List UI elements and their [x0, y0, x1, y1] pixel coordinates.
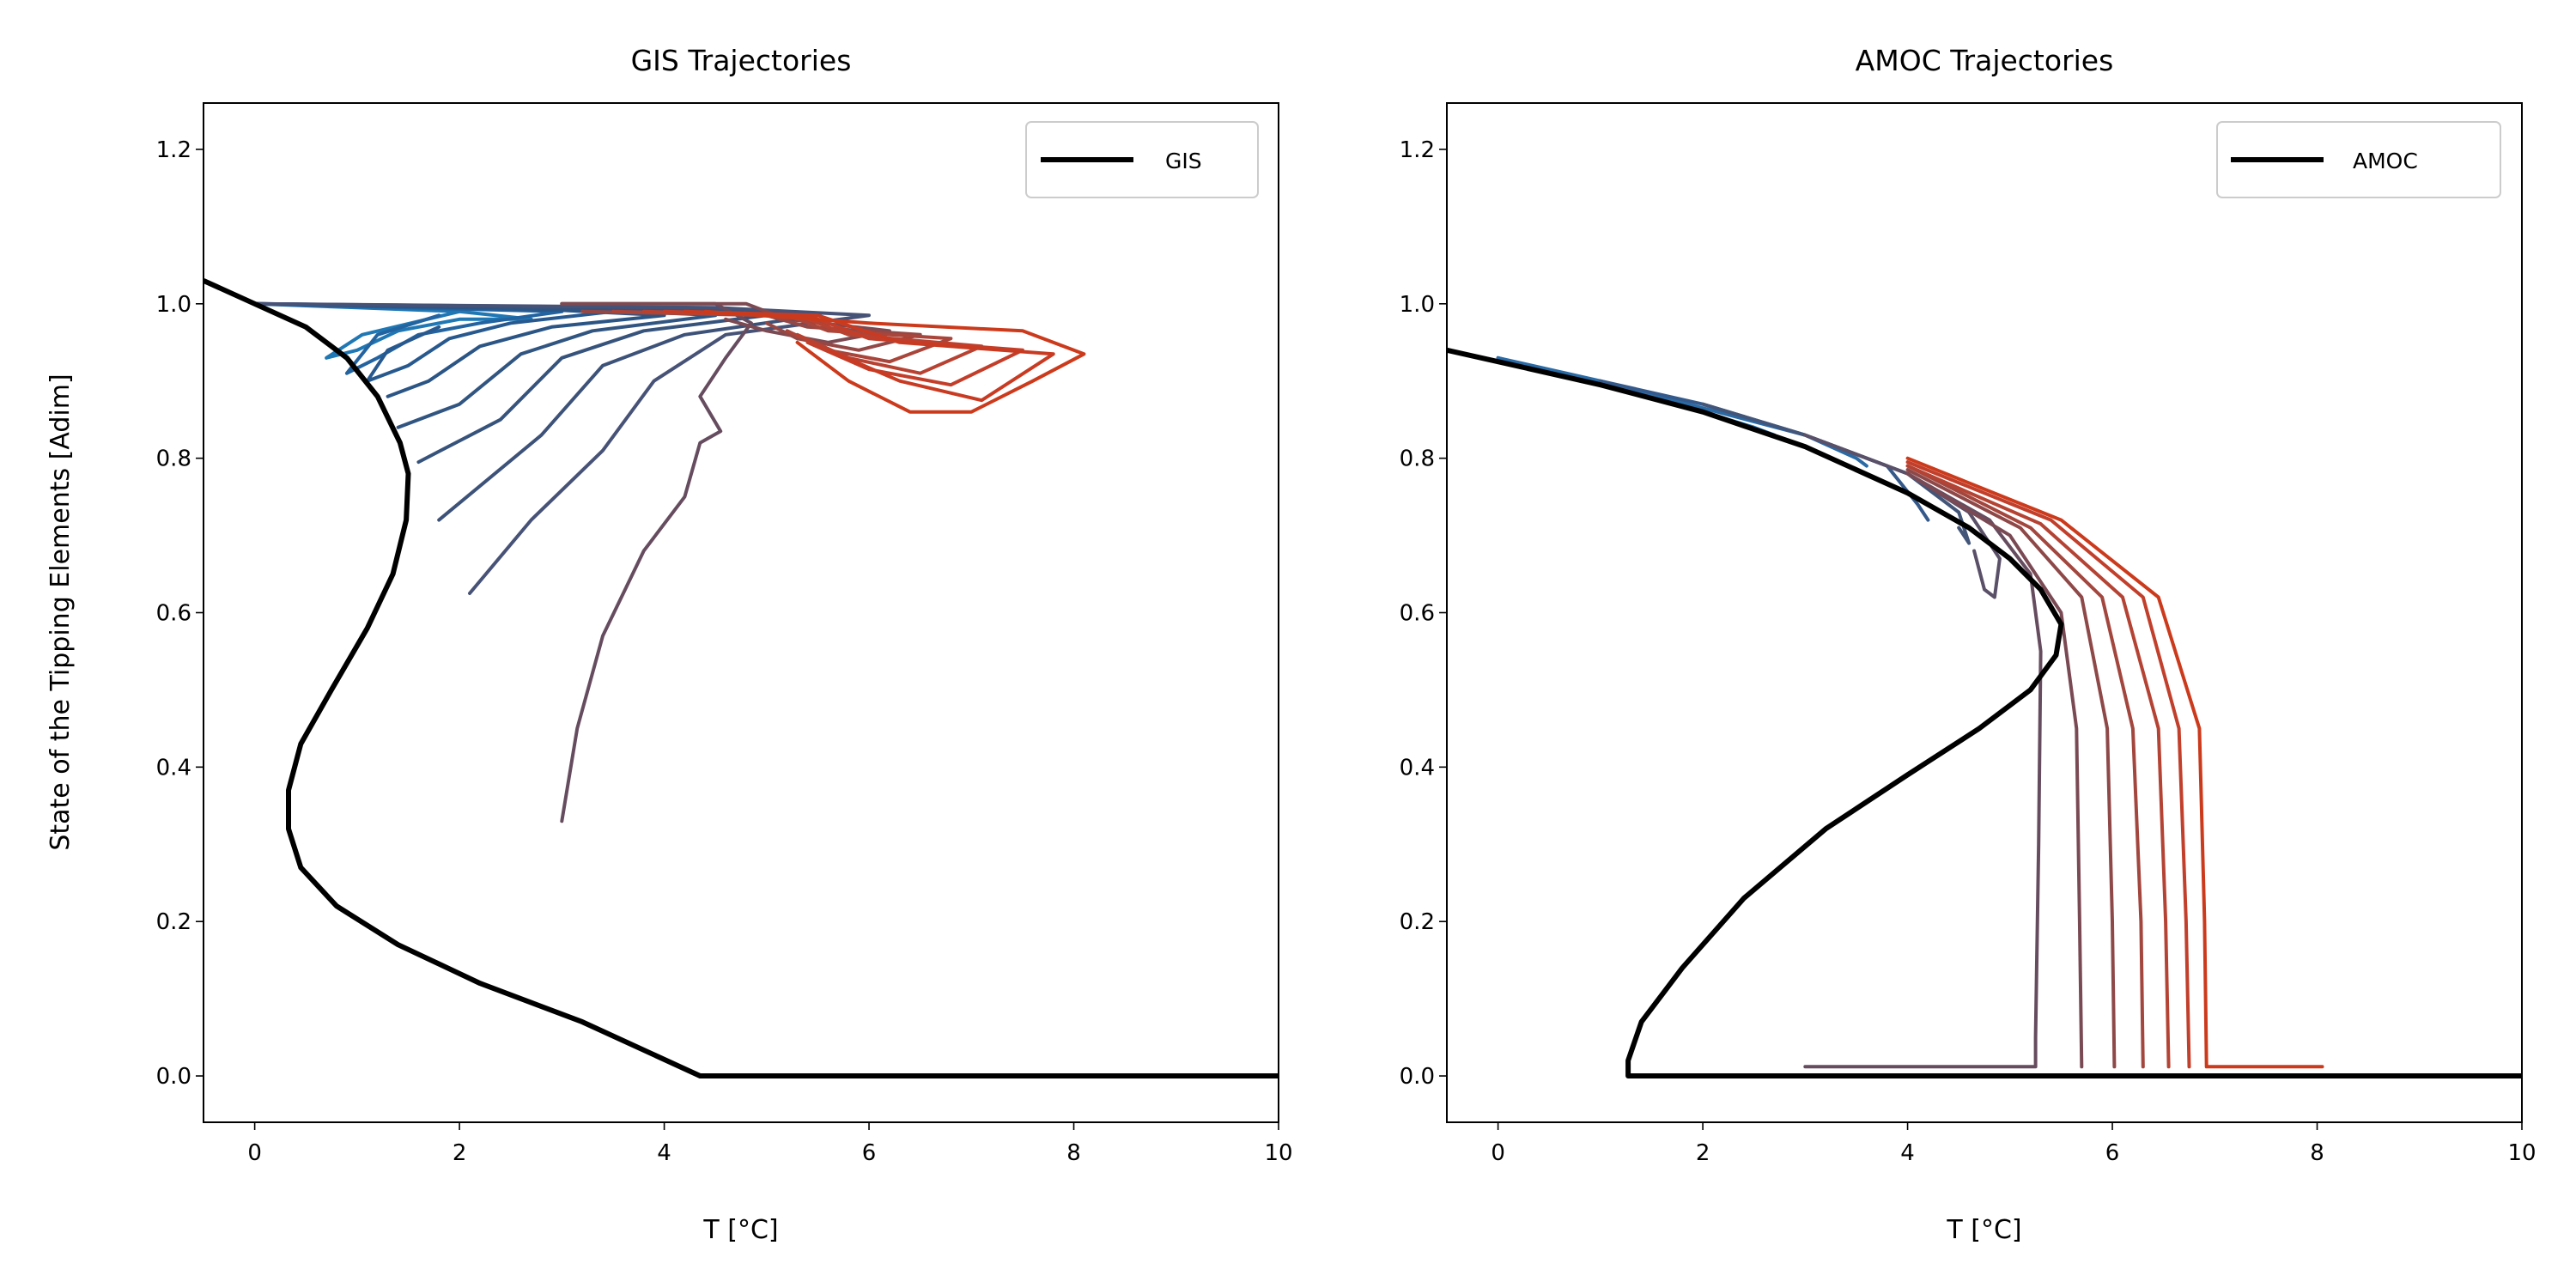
- y-tick-label: 0.6: [156, 601, 191, 627]
- gis-trajectory-line: [252, 301, 533, 360]
- x-tick-label: 8: [1066, 1140, 1081, 1166]
- gis-panel-title: GIS Trajectories: [631, 44, 852, 77]
- amoc-equilibrium-curve: [1447, 347, 2522, 1078]
- y-tick-label: 0.8: [156, 447, 191, 472]
- amoc-axes-frame: [1446, 102, 2523, 1123]
- gis-trajectory-line: [252, 301, 769, 465]
- x-tick-label: 4: [657, 1140, 671, 1166]
- amoc-trajectory-line: [1905, 464, 2145, 1069]
- amoc-trajectory-line: [1598, 379, 1930, 522]
- y-tick-label: 1.0: [156, 292, 191, 318]
- gis-legend-label: GIS: [1165, 149, 1202, 173]
- gis-trajectory-line: [252, 301, 820, 522]
- x-tick-label: 4: [1900, 1140, 1915, 1166]
- gis-trajectory-line: [252, 301, 564, 375]
- x-tick-label: 0: [247, 1140, 262, 1166]
- gis-trajectory-line: [560, 301, 753, 823]
- amoc-legend: AMOC: [2216, 121, 2501, 198]
- amoc-trajectory-line: [1905, 464, 2171, 1069]
- y-tick-label: 1.2: [1400, 137, 1435, 163]
- amoc-trajectory-line: [1905, 460, 2191, 1069]
- x-tick-label: 2: [1696, 1140, 1710, 1166]
- gis-legend-box: [1025, 121, 1259, 198]
- gis-trajectory-line: [560, 301, 891, 344]
- gis-trajectory-line: [703, 309, 1086, 414]
- x-tick-label: 6: [862, 1140, 877, 1166]
- y-tick-label: 0.2: [156, 909, 191, 935]
- amoc-x-axis-label: T [°C]: [1946, 1215, 2021, 1245]
- y-tick-label: 0.6: [1400, 601, 1435, 627]
- amoc-trajectory-line: [1905, 471, 2084, 1069]
- y-tick-label: 0.8: [1400, 447, 1435, 472]
- x-tick-label: 6: [2105, 1140, 2120, 1166]
- y-tick-label: 0.0: [156, 1064, 191, 1090]
- x-tick-label: 10: [2507, 1140, 2536, 1166]
- amoc-trajectory-line: [1803, 471, 2043, 1069]
- x-tick-label: 0: [1491, 1140, 1505, 1166]
- gis-panel: GIS Trajectories 0 2 4 6 8 10 0.0 0.2 0.4 0.6 0.8 1…: [46, 44, 1293, 1245]
- gis-axes-frame: [203, 102, 1279, 1123]
- y-tick-label: 1.0: [1400, 292, 1435, 318]
- x-tick-label: 8: [2310, 1140, 2324, 1166]
- amoc-trajectory-line: [1905, 456, 2324, 1069]
- y-tick-label: 0.2: [1400, 909, 1435, 935]
- gis-legend: GIS: [1025, 121, 1259, 198]
- amoc-trajectory-line: [1701, 402, 1971, 545]
- amoc-legend-label: AMOC: [2353, 149, 2418, 173]
- y-tick-label: 1.2: [156, 137, 191, 163]
- gis-trajectory-line: [683, 309, 1055, 403]
- y-tick-label: 0.4: [156, 755, 191, 781]
- amoc-panel: AMOC Trajectories 0 2 4 6 8 10 0.0 0.2 0.4 0.6 0.8…: [1400, 44, 2537, 1245]
- gis-x-axis-label: T [°C]: [702, 1215, 778, 1245]
- gis-trajectory-line: [252, 301, 871, 595]
- amoc-panel-title: AMOC Trajectories: [1856, 44, 2114, 77]
- amoc-legend-box: [2216, 121, 2501, 198]
- x-tick-label: 2: [453, 1140, 467, 1166]
- gis-equilibrium-curve: [204, 278, 1279, 1078]
- y-tick-label: 0.4: [1400, 755, 1435, 781]
- y-tick-label: 0.0: [1400, 1064, 1435, 1090]
- amoc-trajectory-line: [1905, 468, 2117, 1069]
- amoc-trajectory-line: [1496, 355, 1868, 468]
- y-axis-label: State of the Tipping Elements [Adim]: [46, 374, 76, 850]
- x-tick-label: 10: [1264, 1140, 1292, 1166]
